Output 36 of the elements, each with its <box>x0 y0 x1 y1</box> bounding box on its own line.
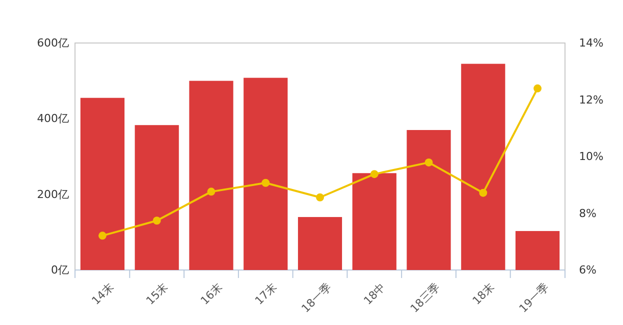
bar <box>461 64 506 270</box>
y-tick-label: 400亿 <box>37 112 69 126</box>
point <box>534 84 542 92</box>
x-tick-label: 14末 <box>89 280 116 308</box>
x-tick-label: 18中 <box>361 280 388 308</box>
point <box>424 158 433 166</box>
bar <box>516 231 560 270</box>
y-tick-label: 600亿 <box>37 36 69 50</box>
x-tick-label: 17末 <box>252 280 280 308</box>
point <box>370 170 378 178</box>
y2-tick-label: 12% <box>579 93 604 106</box>
x-tick-label: 19一季 <box>516 280 552 316</box>
bar <box>406 130 451 270</box>
bar <box>134 125 179 270</box>
bar <box>244 78 288 270</box>
bar <box>298 217 342 270</box>
x-tick-label: 18一季 <box>299 280 334 316</box>
y2-tick-label: 10% <box>579 150 604 164</box>
y2-tick-label: 6% <box>579 264 596 277</box>
x-tick-label: 15末 <box>144 280 171 308</box>
y-tick-label: 200亿 <box>37 188 69 201</box>
point <box>479 188 488 197</box>
y-tick-label: 0亿 <box>51 264 69 277</box>
bar <box>189 80 234 270</box>
point <box>207 188 216 196</box>
x-tick-label: 18三季 <box>408 280 443 316</box>
point <box>262 178 270 187</box>
point <box>316 193 324 202</box>
point <box>152 216 161 225</box>
bar <box>80 98 124 270</box>
y2-tick-label: 14% <box>579 36 604 50</box>
x-tick-label: 16末 <box>198 280 225 308</box>
point <box>98 232 106 240</box>
y2-tick-label: 8% <box>579 206 596 220</box>
bar <box>352 173 396 270</box>
x-tick-label: 18末 <box>470 280 497 308</box>
